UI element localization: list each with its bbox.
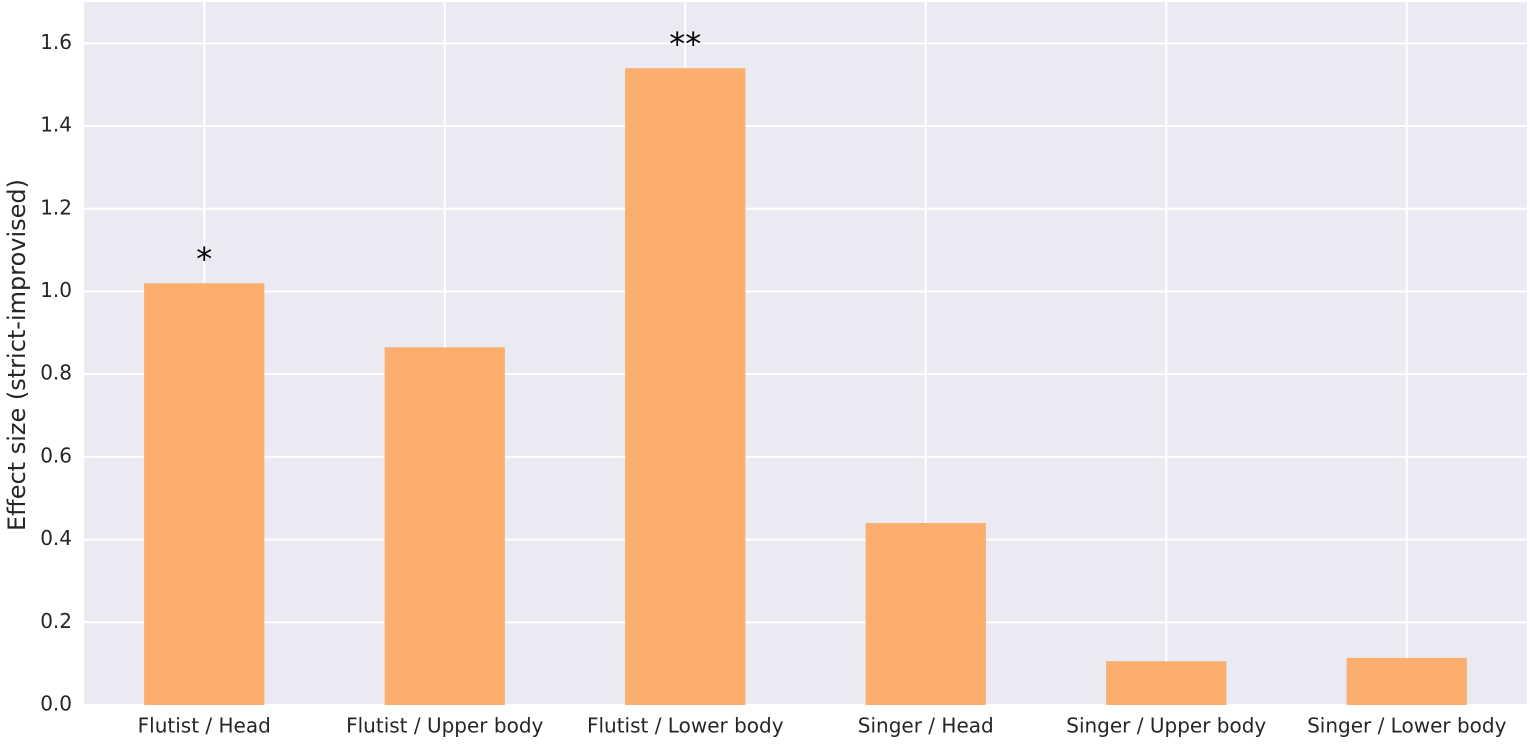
y-tick-label: 0.0 — [40, 692, 72, 716]
bar — [625, 68, 746, 706]
x-tick-label: Singer / Lower body — [1307, 714, 1507, 738]
y-tick-label: 0.8 — [40, 361, 72, 385]
bar — [1106, 661, 1227, 705]
x-tick-label: Singer / Head — [858, 714, 994, 738]
bar — [144, 283, 265, 705]
significance-label: ** — [669, 25, 701, 63]
y-tick-label: 1.0 — [40, 278, 72, 302]
y-tick-label: 1.6 — [40, 30, 72, 54]
y-tick-label: 1.4 — [40, 113, 72, 137]
y-tick-label: 1.2 — [40, 195, 72, 219]
y-axis-label: Effect size (strict-improvised) — [3, 179, 31, 531]
y-tick-label: 0.6 — [40, 443, 72, 467]
x-tick-label: Flutist / Lower body — [587, 714, 784, 738]
x-tick-label: Singer / Upper body — [1066, 714, 1266, 738]
plot-area — [84, 2, 1527, 705]
y-tick-label: 0.4 — [40, 526, 72, 550]
y-tick-label: 0.2 — [40, 609, 72, 633]
x-tick-label: Flutist / Upper body — [346, 714, 543, 738]
bar — [384, 347, 505, 705]
bar — [1346, 657, 1467, 705]
x-tick-label: Flutist / Head — [138, 714, 271, 738]
bar — [865, 523, 986, 705]
significance-label: * — [196, 240, 212, 278]
